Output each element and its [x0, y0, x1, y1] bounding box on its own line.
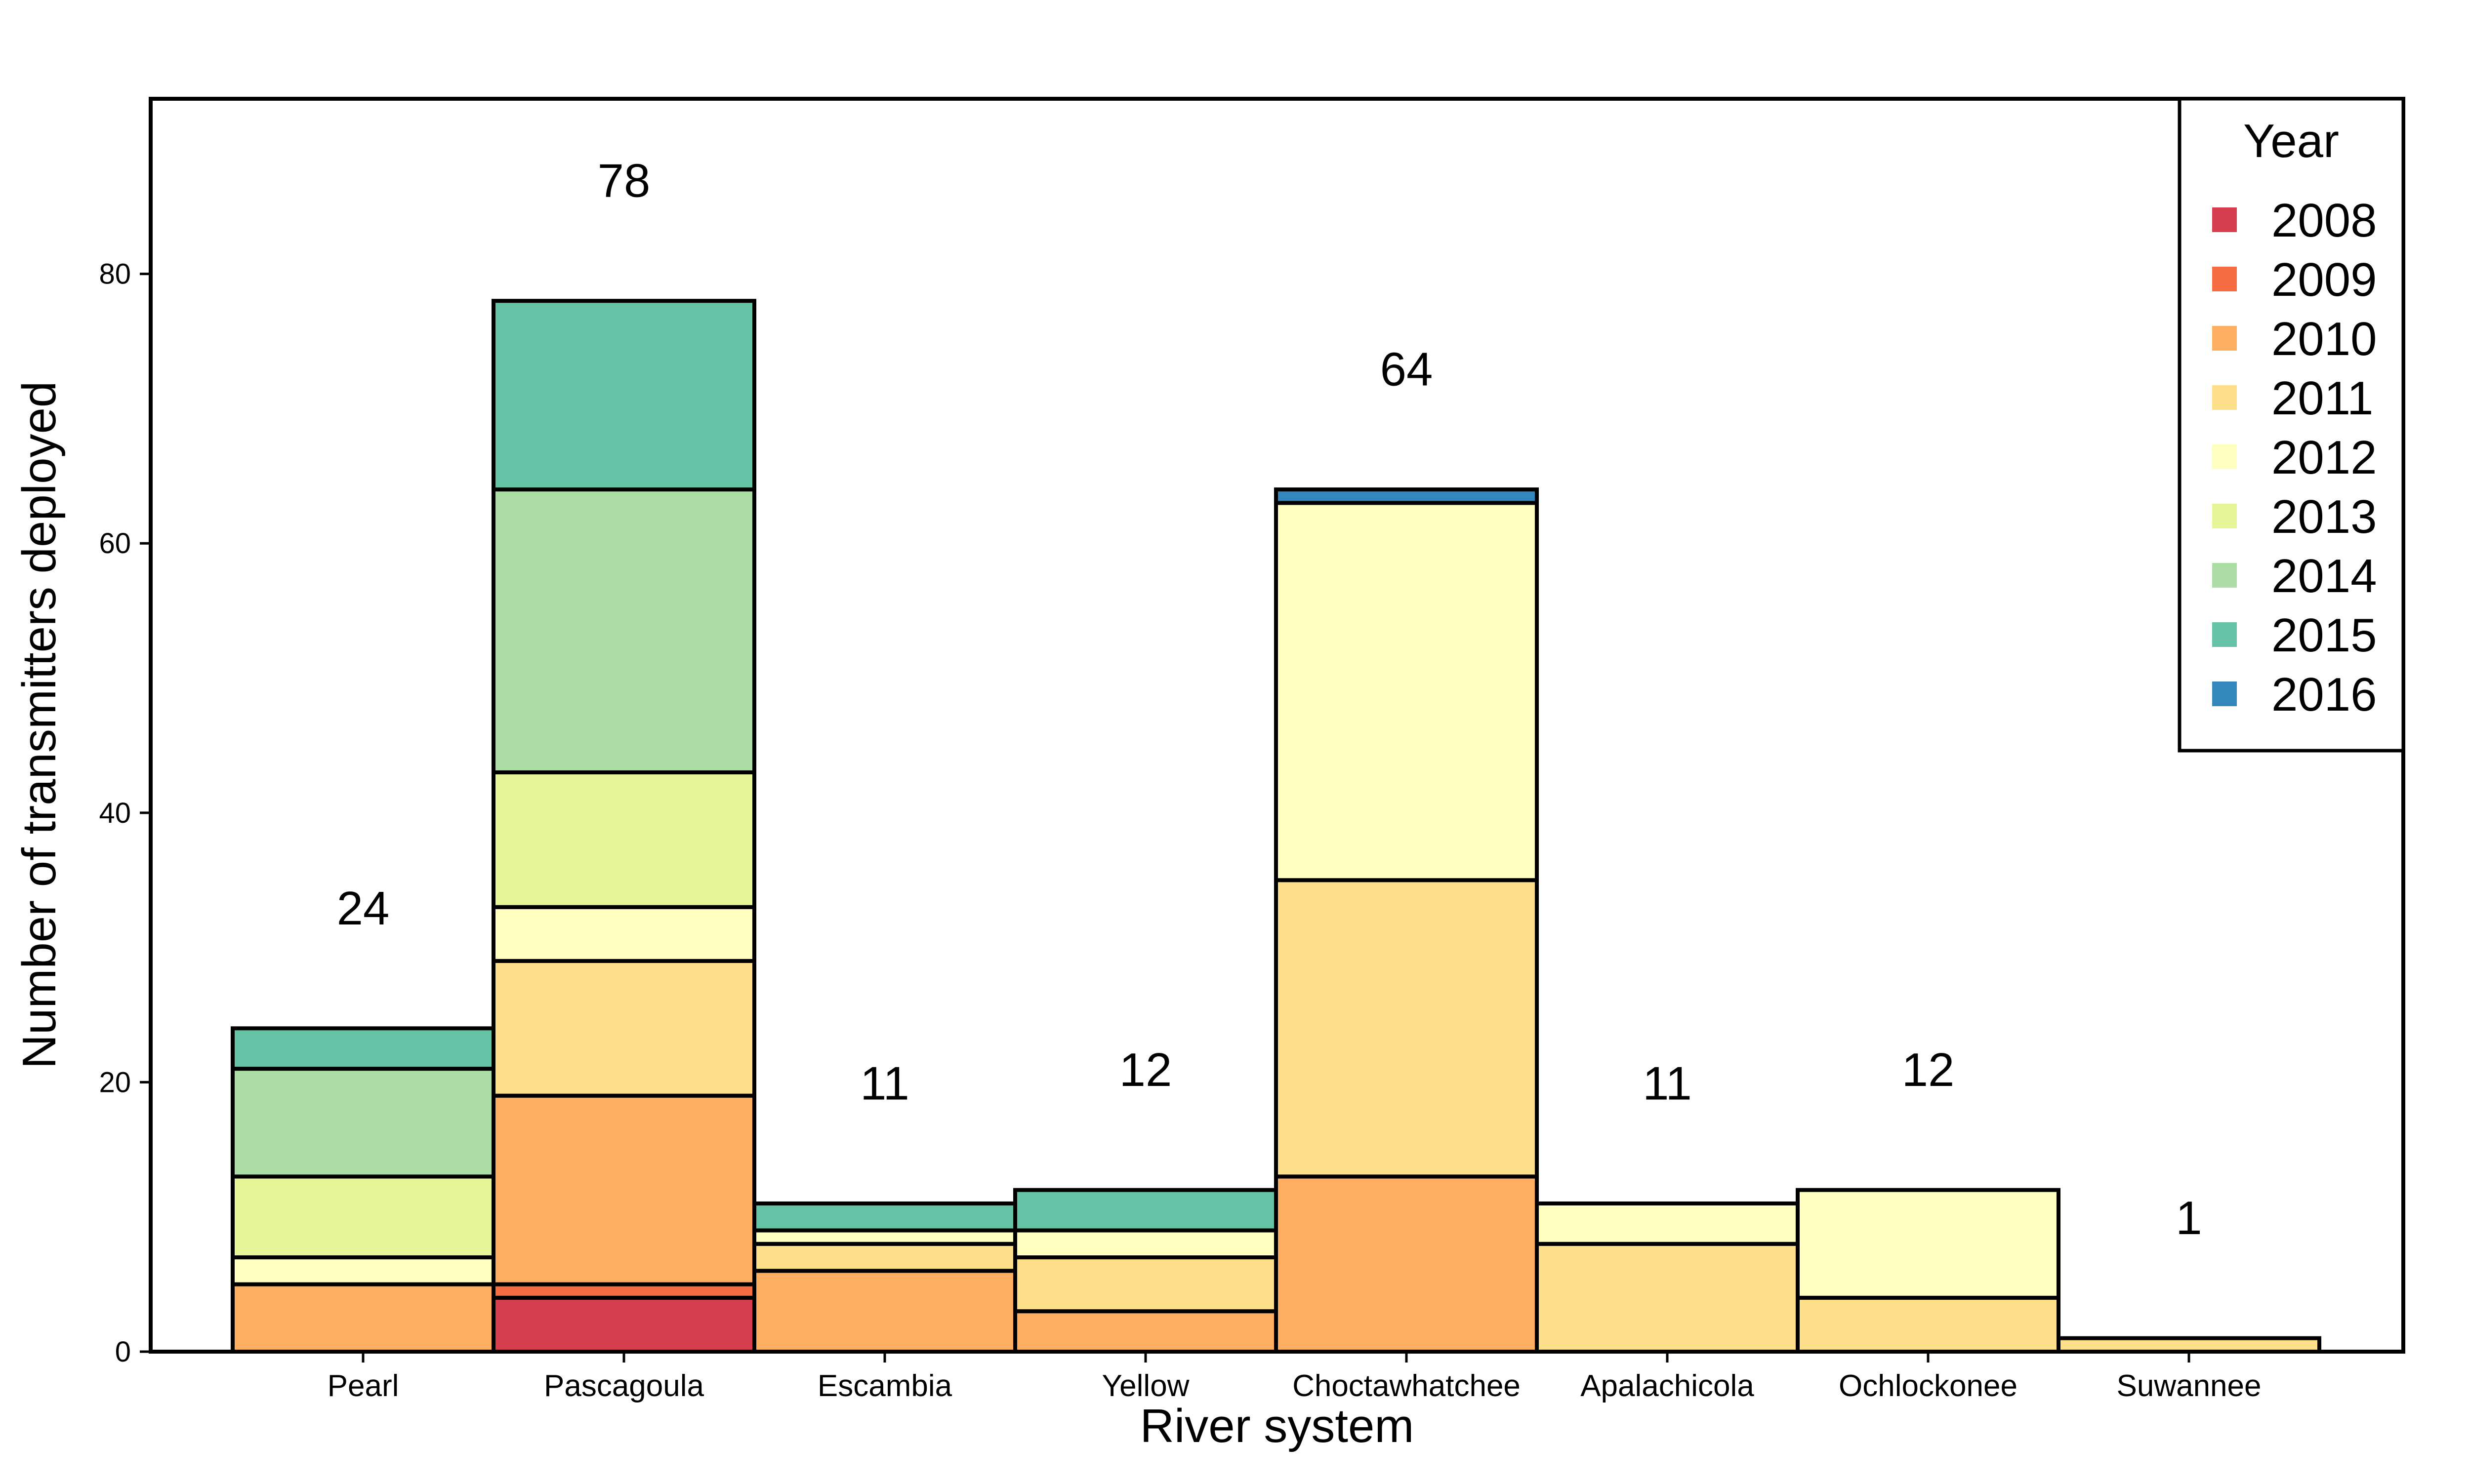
- total-label-suwannee: 1: [2176, 1192, 2202, 1244]
- legend-label-2014: 2014: [2271, 550, 2377, 602]
- bar-segment-pascagoula-2008: [492, 1295, 756, 1354]
- bar-segment-yellow-2011: [1013, 1255, 1278, 1314]
- legend-label-2015: 2015: [2271, 609, 2377, 662]
- legend-swatch-2008: [2212, 207, 2237, 232]
- legend-label-2010: 2010: [2271, 313, 2377, 365]
- legend-label-2009: 2009: [2271, 253, 2377, 306]
- bar-segment-pearl-2010: [231, 1282, 495, 1354]
- legend-label-2008: 2008: [2271, 194, 2377, 247]
- bar-segment-pearl-2013: [231, 1174, 495, 1260]
- x-axis-title: River system: [1140, 1400, 1414, 1452]
- bar-segment-pearl-2015: [231, 1026, 495, 1071]
- x-tick-label-escambia: Escambia: [818, 1369, 952, 1403]
- bar-segment-escambia-2010: [752, 1269, 1017, 1354]
- y-tick-label-40: 40: [99, 797, 131, 829]
- bar-segment-pascagoula-2009: [492, 1282, 756, 1300]
- bar-segment-escambia-2011: [752, 1242, 1017, 1273]
- bar-segment-ochlockonee-2012: [1796, 1188, 2060, 1300]
- y-tick-label-0: 0: [115, 1336, 131, 1368]
- legend-swatch-2015: [2212, 622, 2237, 647]
- legend-title: Year: [2243, 115, 2339, 167]
- bar-segment-pascagoula-2012: [492, 905, 756, 963]
- legend-label-2011: 2011: [2271, 372, 2373, 425]
- x-tick-label-yellow: Yellow: [1102, 1369, 1190, 1403]
- bar-segment-apalachicola-2011: [1535, 1242, 1800, 1354]
- legend-items: 2008 2009 2010 2011 2012 2013 2014 2015 2016: [2212, 194, 2377, 721]
- total-label-pearl: 24: [337, 882, 390, 935]
- legend-swatch-2016: [2212, 682, 2237, 706]
- x-tick-label-choctawhatchee: Choctawhatchee: [1292, 1369, 1521, 1403]
- total-label-apalachicola: 11: [1643, 1057, 1692, 1110]
- x-tick-label-pascagoula: Pascagoula: [544, 1369, 704, 1403]
- bar-segment-pascagoula-2011: [492, 959, 756, 1098]
- legend-swatch-2012: [2212, 444, 2237, 469]
- bar-segment-escambia-2012: [752, 1228, 1017, 1246]
- legend-swatch-2011: [2212, 385, 2237, 410]
- y-tick-label-80: 80: [99, 258, 131, 290]
- bar-segment-choctawhatchee-2012: [1274, 501, 1539, 882]
- y-tick-label-20: 20: [99, 1066, 131, 1098]
- bar-segment-yellow-2015: [1013, 1188, 1278, 1233]
- bar-segment-pascagoula-2014: [492, 487, 756, 774]
- total-label-pascagoula: 78: [598, 155, 651, 207]
- legend-swatch-2009: [2212, 267, 2237, 291]
- bar-segment-yellow-2012: [1013, 1228, 1278, 1260]
- y-axis-title: Number of transmitters deployed: [13, 381, 66, 1069]
- total-label-escambia: 11: [860, 1057, 909, 1110]
- bar-segment-pearl-2012: [231, 1255, 495, 1286]
- bar-segment-choctawhatchee-2010: [1274, 1174, 1539, 1354]
- total-label-ochlockonee: 12: [1902, 1043, 1955, 1096]
- total-label-yellow: 12: [1119, 1043, 1172, 1096]
- x-tick-label-apalachicola: Apalachicola: [1580, 1369, 1754, 1403]
- bars-layer: [231, 299, 2321, 1354]
- legend-swatch-2014: [2212, 563, 2237, 588]
- y-tick-label-60: 60: [99, 527, 131, 560]
- bar-segment-choctawhatchee-2011: [1274, 878, 1539, 1179]
- legend-label-2013: 2013: [2271, 490, 2377, 543]
- bar-segment-pascagoula-2015: [492, 299, 756, 492]
- legend-label-2016: 2016: [2271, 668, 2377, 721]
- bar-segment-choctawhatchee-2016: [1274, 487, 1539, 505]
- bar-segment-yellow-2010: [1013, 1309, 1278, 1354]
- bar-segment-pascagoula-2013: [492, 770, 756, 909]
- bar-segment-ochlockonee-2011: [1796, 1295, 2060, 1354]
- legend: Year 2008 2009 2010 2011 2012 2013 2014 2015 201…: [2178, 97, 2405, 753]
- legend-swatch-2013: [2212, 504, 2237, 528]
- bar-segment-apalachicola-2012: [1535, 1201, 1800, 1246]
- bar-segment-pearl-2014: [231, 1067, 495, 1179]
- total-label-choctawhatchee: 64: [1380, 343, 1433, 396]
- totals-layer: 24 78 11 12 64 11 12 1: [337, 155, 2202, 1245]
- bar-segment-escambia-2015: [752, 1201, 1017, 1233]
- bar-segment-suwannee-2011: [2057, 1336, 2321, 1354]
- x-tick-label-ochlockonee: Ochlockonee: [1839, 1369, 2017, 1403]
- bar-segment-pascagoula-2010: [492, 1093, 756, 1286]
- axis-layer: Pearl Pascagoula Escambia Yellow Choctawhatc…: [99, 258, 2261, 1403]
- x-tick-label-suwannee: Suwannee: [2116, 1369, 2261, 1403]
- x-tick-label-pearl: Pearl: [328, 1369, 399, 1403]
- legend-swatch-2010: [2212, 326, 2237, 351]
- legend-label-2012: 2012: [2271, 431, 2377, 484]
